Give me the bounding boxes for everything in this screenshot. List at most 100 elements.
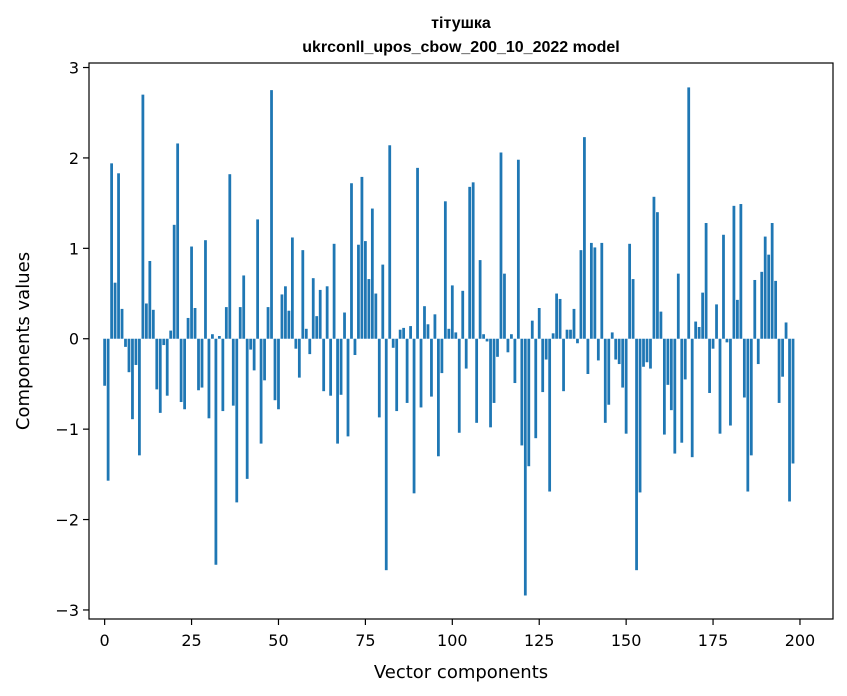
bar [398, 329, 402, 339]
bar [430, 338, 433, 397]
bar [642, 338, 645, 367]
bar [151, 309, 155, 339]
bar [596, 338, 600, 361]
bar [141, 94, 145, 339]
bar [478, 260, 482, 339]
bar [520, 338, 524, 446]
bar [579, 250, 583, 339]
bar [537, 308, 541, 339]
bar [749, 338, 753, 456]
bar [297, 338, 301, 378]
bar [694, 321, 698, 339]
bar [781, 338, 784, 377]
bar [343, 312, 346, 339]
x-tick-label: 200 [785, 631, 816, 650]
bar [450, 285, 454, 339]
bar [669, 338, 673, 411]
bar [263, 338, 266, 381]
bar [190, 246, 193, 339]
bar [124, 338, 127, 347]
bar [666, 338, 670, 385]
x-tick-label: 100 [437, 631, 468, 650]
bar [541, 338, 545, 393]
bar [103, 338, 107, 386]
bar [683, 338, 687, 380]
bar [624, 338, 628, 434]
bar [287, 310, 291, 339]
bar [527, 338, 531, 467]
bar [186, 317, 190, 339]
x-tick-label: 150 [611, 631, 642, 650]
bar [162, 338, 166, 346]
bar [503, 273, 506, 339]
bar [120, 308, 124, 339]
bar [589, 242, 593, 339]
bar [447, 328, 451, 339]
bar [586, 338, 590, 374]
bar [329, 338, 333, 396]
bar [426, 324, 430, 339]
bar [777, 338, 781, 403]
y-axis-label: Components values [13, 252, 34, 430]
bar [110, 163, 113, 339]
bar [729, 338, 732, 426]
bar [259, 338, 263, 444]
bar [367, 279, 371, 339]
bars-group [103, 87, 795, 596]
chart-title-line1: тітушка [431, 15, 491, 32]
bar [516, 159, 520, 339]
bar [763, 236, 767, 339]
y-tick-label: 3 [69, 59, 79, 78]
bar [419, 338, 423, 408]
bar [652, 196, 656, 339]
bar [339, 338, 343, 395]
bar [697, 326, 701, 339]
bar [607, 338, 611, 405]
bar [224, 307, 228, 339]
bar [364, 241, 367, 339]
bar [235, 338, 239, 503]
bar [207, 338, 211, 419]
y-tick-label: 1 [69, 239, 79, 258]
bar [544, 338, 548, 360]
bar [197, 338, 200, 391]
y-tick-label: −2 [55, 511, 79, 530]
y-tick-label: −3 [55, 601, 79, 620]
bar [680, 338, 684, 443]
bar [270, 90, 273, 339]
bar [443, 201, 447, 339]
bar [127, 338, 131, 373]
bar [304, 328, 308, 339]
bar [183, 338, 186, 410]
x-axis-label: Vector components [374, 662, 548, 683]
bar [200, 338, 204, 388]
bar [155, 338, 159, 390]
bar [252, 338, 256, 371]
bar [506, 338, 510, 353]
bar [530, 320, 534, 339]
bar [510, 334, 513, 339]
bar [489, 338, 492, 428]
bar [169, 330, 173, 339]
bar [360, 176, 364, 339]
bar [739, 204, 743, 339]
bar [485, 338, 489, 342]
bar [617, 338, 621, 365]
bar [475, 338, 479, 423]
bar [784, 322, 788, 339]
bar [238, 307, 242, 339]
bar [701, 292, 705, 339]
bar [158, 338, 162, 413]
bar [736, 299, 739, 339]
bar [649, 338, 652, 369]
bar [357, 244, 360, 339]
bar [416, 167, 419, 339]
bar [770, 223, 774, 339]
x-tick-label: 175 [698, 631, 729, 650]
bar [325, 286, 329, 339]
bar [245, 338, 249, 479]
bar [388, 145, 392, 339]
bar [165, 338, 169, 396]
bar [492, 338, 496, 403]
